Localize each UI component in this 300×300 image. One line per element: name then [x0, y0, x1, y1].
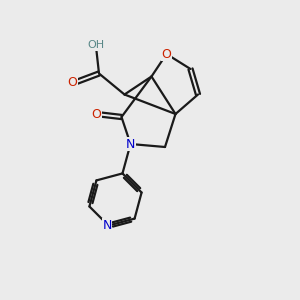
- Text: OH: OH: [87, 40, 105, 50]
- Text: N: N: [102, 219, 112, 232]
- Text: O: O: [91, 107, 101, 121]
- Text: O: O: [162, 47, 171, 61]
- Text: N: N: [126, 137, 135, 151]
- Text: O: O: [67, 76, 77, 89]
